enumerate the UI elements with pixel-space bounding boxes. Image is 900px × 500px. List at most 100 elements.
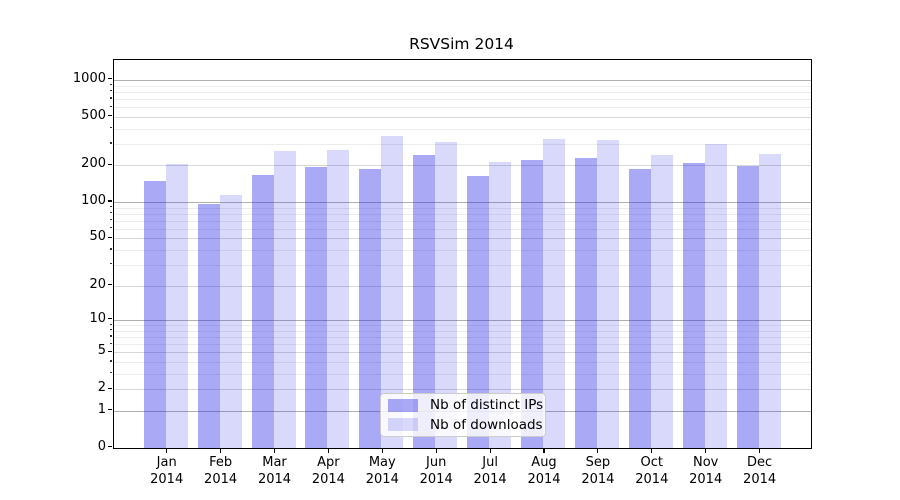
- y-tick-mark: [107, 78, 112, 80]
- gridline-200: [114, 165, 811, 167]
- y-minor-tick-mark: [109, 206, 112, 208]
- legend-label-downloads: Nb of downloads: [430, 416, 543, 433]
- y-tick-label-1000: 1000: [72, 70, 106, 86]
- x-tick-label-sep: Sep 2014: [581, 455, 615, 487]
- y-minor-tick-mark: [109, 329, 112, 331]
- bar-distinct-ips-dec: [736, 165, 759, 448]
- y-tick-mark: [107, 163, 112, 165]
- gridline-500: [114, 116, 811, 118]
- bar-downloads-jan: [165, 164, 188, 448]
- bar-downloads-mar: [273, 151, 296, 448]
- y-tick-label-5: 5: [97, 343, 106, 359]
- y-minor-tick-mark: [109, 90, 112, 92]
- y-tick-mark: [107, 283, 112, 286]
- legend-swatch-distinct-ips: [388, 398, 418, 412]
- x-tick-label-oct: Oct 2014: [635, 455, 669, 487]
- gridline-100: [114, 202, 811, 203]
- bar-distinct-ips-jun: [413, 155, 436, 448]
- y-minor-tick-mark: [109, 84, 112, 86]
- x-tick-label-aug: Aug 2014: [527, 455, 561, 487]
- gridline-700: [114, 98, 811, 100]
- x-tick-mark: [273, 448, 276, 453]
- x-tick-label-jul: Jul 2014: [473, 455, 507, 487]
- x-tick-label-apr: Apr 2014: [311, 455, 345, 487]
- gridline-70: [114, 220, 811, 222]
- y-minor-tick-mark: [109, 142, 112, 144]
- bar-downloads-may: [381, 136, 404, 448]
- y-tick-label-100: 100: [81, 193, 106, 208]
- x-tick-mark: [705, 448, 707, 453]
- gridline-3: [114, 373, 811, 375]
- gridline-2: [114, 389, 811, 391]
- y-tick-mark: [107, 318, 112, 320]
- y-minor-tick-mark: [109, 372, 112, 374]
- y-minor-tick-mark: [109, 248, 112, 250]
- x-tick-mark: [435, 448, 437, 453]
- bar-distinct-ips-jul: [467, 175, 490, 448]
- y-tick-label-10: 10: [89, 310, 106, 326]
- gridline-30: [114, 264, 811, 266]
- gridline-90: [114, 207, 811, 209]
- y-tick-label-500: 500: [81, 107, 106, 123]
- x-tick-label-feb: Feb 2014: [204, 455, 238, 487]
- y-minor-tick-mark: [109, 263, 112, 265]
- y-tick-label-1: 1: [97, 401, 106, 417]
- y-minor-tick-mark: [109, 227, 112, 229]
- gridline-80: [114, 213, 811, 215]
- legend: Nb of distinct IPs Nb of downloads: [380, 393, 546, 437]
- y-minor-tick-mark: [109, 360, 112, 362]
- x-tick-label-nov: Nov 2014: [689, 455, 723, 487]
- legend-item-distinct-ips: Nb of distinct IPs: [388, 397, 545, 413]
- y-minor-tick-mark: [109, 105, 112, 107]
- bar-distinct-ips-sep: [574, 157, 597, 448]
- gridline-5: [114, 352, 811, 354]
- gridline-800: [114, 91, 811, 93]
- bar-distinct-ips-may: [359, 168, 382, 448]
- y-tick-mark: [107, 445, 112, 448]
- y-tick-mark: [107, 387, 112, 389]
- y-minor-tick-mark: [109, 97, 112, 99]
- gridline-40: [114, 249, 811, 251]
- bar-downloads-sep: [596, 140, 619, 448]
- x-tick-label-mar: Mar 2014: [257, 455, 292, 487]
- bar-distinct-ips-nov: [682, 162, 705, 448]
- bar-downloads-apr: [327, 149, 350, 448]
- gridline-600: [114, 107, 811, 109]
- gridline-20: [114, 285, 811, 287]
- y-tick-label-0: 0: [97, 438, 106, 454]
- bar-distinct-ips-jan: [143, 180, 166, 448]
- bar-downloads-aug: [543, 139, 565, 448]
- y-minor-tick-mark: [109, 323, 112, 325]
- y-minor-tick-mark: [109, 335, 112, 337]
- chart-title: RSVSim 2014: [409, 35, 514, 53]
- x-tick-mark: [651, 448, 653, 453]
- x-tick-mark: [597, 448, 599, 453]
- y-tick-mark: [107, 200, 112, 202]
- gridline-400: [114, 128, 811, 130]
- y-tick-mark: [107, 236, 112, 238]
- y-tick-label-200: 200: [81, 156, 106, 172]
- gridline-8: [114, 330, 811, 332]
- bar-distinct-ips-apr: [305, 167, 328, 448]
- legend-item-downloads: Nb of downloads: [388, 417, 545, 433]
- gridline-1000: [114, 79, 811, 81]
- y-minor-tick-mark: [109, 342, 112, 344]
- x-tick-mark: [489, 448, 491, 453]
- x-tick-mark: [543, 448, 545, 453]
- gridline-300: [114, 143, 811, 145]
- y-tick-label-50: 50: [89, 229, 106, 245]
- y-minor-tick-mark: [109, 219, 112, 221]
- y-tick-label-2: 2: [97, 380, 106, 396]
- gridline-4: [114, 361, 811, 363]
- legend-label-distinct-ips: Nb of distinct IPs: [430, 397, 544, 414]
- gridline-7: [114, 336, 811, 338]
- x-tick-label-dec: Dec 2014: [743, 455, 777, 487]
- bar-distinct-ips-mar: [251, 174, 274, 448]
- gridline-9: [114, 325, 811, 326]
- x-tick-label-jan: Jan 2014: [150, 455, 184, 487]
- bar-downloads-nov: [704, 144, 727, 448]
- bar-downloads-dec: [758, 153, 781, 448]
- gridline-60: [114, 228, 811, 230]
- bar-distinct-ips-feb: [197, 203, 220, 448]
- bar-downloads-jun: [435, 141, 458, 448]
